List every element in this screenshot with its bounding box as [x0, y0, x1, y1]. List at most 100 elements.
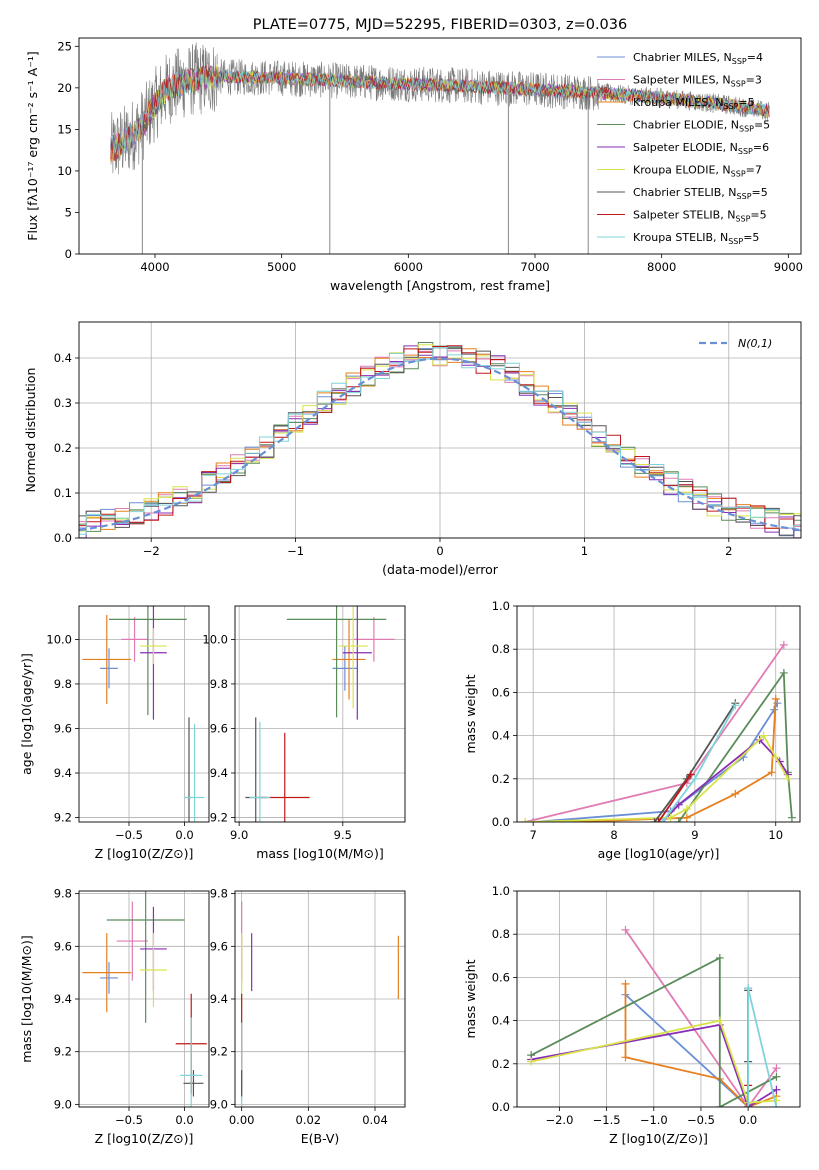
x-tick-label: 8 — [610, 828, 617, 842]
mass-weight-marker — [787, 813, 796, 822]
mass-weight-marker — [772, 1072, 781, 1081]
y-axis-label: Flux [fλ10⁻¹⁷ erg cm⁻² s⁻¹ A⁻¹] — [25, 51, 40, 240]
x-tick-label: 7 — [530, 828, 537, 842]
x-tick-label: 0.02 — [296, 1113, 322, 1127]
y-tick-label: 25 — [57, 39, 72, 53]
mass-weight-line-5 — [525, 734, 789, 822]
y-tick-label: 0.4 — [492, 729, 510, 743]
y-tick-label: 9.8 — [210, 887, 228, 901]
mass-weight-marker — [650, 818, 659, 822]
y-tick-label: 9.2 — [210, 1045, 228, 1059]
x-axis-label: age [log10(age/yr)] — [598, 846, 720, 861]
y-tick-label: 9.0 — [210, 1097, 228, 1111]
panel-weight-vs-age: 7 8 9 10 0.0 0.2 0.4 0.6 0.8 1.0 age [log10(age/yr… — [463, 599, 801, 861]
y-tick-label: 0.0 — [492, 815, 510, 829]
x-tick-label: −0.5 — [115, 828, 143, 842]
panels: 4000 5000 6000 7000 8000 90000510152025wavele… — [19, 37, 803, 1146]
model-spectrum-8 — [110, 66, 770, 158]
y-tick-label: 0.0 — [54, 531, 72, 545]
x-tick-label: −0.5 — [115, 1113, 143, 1127]
x-tick-label: 9.0 — [230, 828, 248, 842]
y-tick-label: 0.8 — [492, 642, 510, 656]
x-tick-label: 9 — [691, 828, 698, 842]
mass-weight-marker — [621, 1053, 630, 1062]
panel-age-vs-Z: −0.5 0.0 9.2 9.4 9.6 9.8 10.0 Z [log10(Z/Z⊙)] ag… — [19, 605, 210, 861]
mass-weight-marker — [654, 818, 663, 822]
panel-age-vs-mass: 9.0 9.5 9.2 9.4 9.6 9.8 10.0 mass [log10(M/M⊙)] — [202, 605, 406, 861]
legend-count: =5 — [743, 231, 759, 244]
mass-weight-marker — [771, 753, 780, 762]
axes-frame — [78, 890, 210, 1108]
legend-entry: Kroupa ELODIE, NSSP=7 — [633, 164, 762, 179]
legend-count: =5 — [754, 119, 770, 132]
mass-weight-marker — [621, 979, 630, 988]
x-tick-label: −2.0 — [545, 1113, 573, 1127]
y-tick-label: 1.0 — [492, 599, 510, 613]
y-tick-label: 9.8 — [54, 887, 72, 901]
y-tick-label: 9.0 — [54, 1097, 72, 1111]
x-axis-label: Z [log10(Z/Z⊙)] — [95, 846, 194, 861]
legend-count: =4 — [747, 51, 763, 64]
mass-weight-marker — [658, 818, 667, 822]
mass-weight-marker — [715, 1103, 724, 1107]
x-tick-label: 5000 — [267, 260, 296, 274]
mass-weight-marker — [767, 768, 776, 777]
legend-label: Chabrier ELODIE, N — [633, 119, 739, 132]
x-tick-label: 0.00 — [229, 1113, 255, 1127]
x-tick-label: −1 — [287, 544, 304, 558]
x-tick-label: 10 — [768, 828, 783, 842]
mass-weight-marker — [682, 805, 691, 814]
legend-subscript: SSP — [735, 215, 750, 224]
legend-subscript: SSP — [738, 147, 753, 156]
mass-weight-line-1 — [524, 644, 785, 822]
x-tick-label: 0.0 — [739, 1113, 757, 1127]
x-tick-label: 8000 — [647, 260, 676, 274]
mass-weight-line-4 — [531, 1023, 777, 1107]
y-tick-label: 0.6 — [492, 970, 510, 984]
legend-label: Chabrier MILES, N — [633, 51, 732, 64]
y-tick-label: 0.6 — [492, 685, 510, 699]
histogram-7 — [79, 345, 801, 529]
y-tick-label: 9.4 — [54, 766, 72, 780]
mass-weight-line-3 — [677, 670, 793, 822]
x-axis-label: (data-model)/error — [382, 562, 499, 577]
mass-weight-marker — [744, 1103, 753, 1107]
axes-frame — [516, 605, 801, 823]
mass-weight-marker — [621, 925, 630, 934]
y-tick-label: 9.2 — [54, 1045, 72, 1059]
y-tick-label: 0.1 — [54, 486, 72, 500]
mass-weight-marker — [715, 1016, 724, 1025]
legend-count: =7 — [746, 164, 762, 177]
mass-weight-line-5 — [531, 1019, 777, 1104]
plot-area — [235, 606, 405, 822]
x-axis-label: wavelength [Angstrom, rest frame] — [330, 278, 550, 293]
mass-weight-marker — [759, 731, 768, 740]
y-tick-label: 9.6 — [210, 939, 228, 953]
legend-count: =3 — [746, 74, 762, 87]
x-axis-label: mass [log10(M/M⊙)] — [256, 846, 384, 861]
y-tick-label: 5 — [65, 205, 72, 219]
x-axis-label: Z [log10(Z/Z⊙)] — [95, 1131, 194, 1146]
legend-subscript: SSP — [737, 192, 752, 201]
y-tick-label: 9.8 — [210, 677, 228, 691]
plot-area — [110, 42, 770, 254]
panel-weight-vs-Z: −2.0 −1.5 −1.0 −0.5 0.0 0.0 0.2 0.4 0.6 0.8 1.0 Z [… — [463, 884, 801, 1146]
panel-spectrum: 4000 5000 6000 7000 8000 9000 0 5 10 15 20 25 wavele… — [25, 37, 803, 293]
x-tick-label: 0.0 — [175, 1113, 193, 1127]
axes-frame — [516, 890, 801, 1108]
legend-entry: Chabrier MILES, NSSP=4 — [633, 51, 763, 66]
mass-weight-marker — [772, 1064, 781, 1073]
mass-weight-line-0 — [533, 702, 779, 822]
y-tick-label: 10 — [57, 164, 72, 178]
mass-weight-line-4 — [661, 738, 789, 822]
y-tick-label: 0.4 — [54, 351, 72, 365]
x-tick-label: −1.5 — [593, 1113, 621, 1127]
x-tick-label: 9.5 — [334, 828, 352, 842]
plot-area — [79, 606, 209, 822]
mass-weight-marker — [666, 813, 675, 822]
y-axis-label: age [log10(age/yr)] — [19, 653, 34, 775]
legend-subscript: SSP — [739, 125, 754, 134]
y-tick-label: 9.6 — [54, 721, 72, 735]
y-tick-label: 10.0 — [46, 632, 72, 646]
